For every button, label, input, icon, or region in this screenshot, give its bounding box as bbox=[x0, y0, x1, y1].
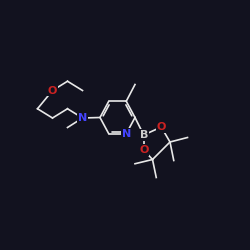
Text: O: O bbox=[48, 86, 57, 96]
Text: N: N bbox=[122, 129, 131, 139]
Text: O: O bbox=[156, 122, 166, 132]
Text: N: N bbox=[78, 113, 87, 123]
Text: O: O bbox=[139, 145, 148, 155]
Text: B: B bbox=[140, 130, 148, 140]
